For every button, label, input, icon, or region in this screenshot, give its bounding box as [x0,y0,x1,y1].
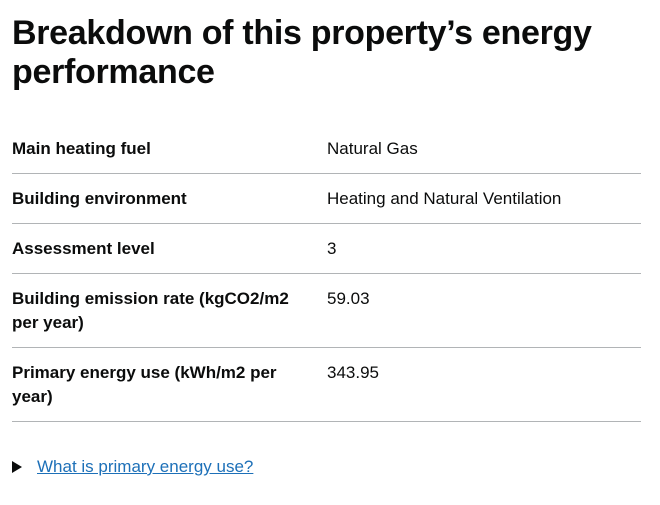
page-title: Breakdown of this property’s energy perf… [12,14,592,91]
details-toggle[interactable]: What is primary energy use? [12,455,641,479]
summary-row-building-environment: Building environment Heating and Natural… [12,174,641,224]
summary-key: Primary energy use (kWh/m2 per year) [12,363,277,406]
summary-key: Main heating fuel [12,139,151,158]
page-content: Breakdown of this property’s energy perf… [12,14,641,479]
summary-value: 343.95 [327,363,379,382]
summary-key: Building environment [12,189,187,208]
summary-row-primary-energy-use: Primary energy use (kWh/m2 per year) 343… [12,348,641,422]
summary-key: Assessment level [12,239,155,258]
summary-value: 59.03 [327,289,370,308]
summary-list: Main heating fuel Natural Gas Building e… [12,124,641,422]
details-summary-link[interactable]: What is primary energy use? [37,457,254,476]
summary-value: 3 [327,239,337,258]
summary-key: Building emission rate (kgCO2/m2 per yea… [12,289,289,332]
triangle-right-icon[interactable] [12,461,22,473]
summary-row-building-emission-rate: Building emission rate (kgCO2/m2 per yea… [12,274,641,348]
summary-value: Heating and Natural Ventilation [327,189,562,208]
summary-value: Natural Gas [327,139,418,158]
summary-row-assessment-level: Assessment level 3 [12,224,641,274]
summary-row-main-heating-fuel: Main heating fuel Natural Gas [12,124,641,174]
